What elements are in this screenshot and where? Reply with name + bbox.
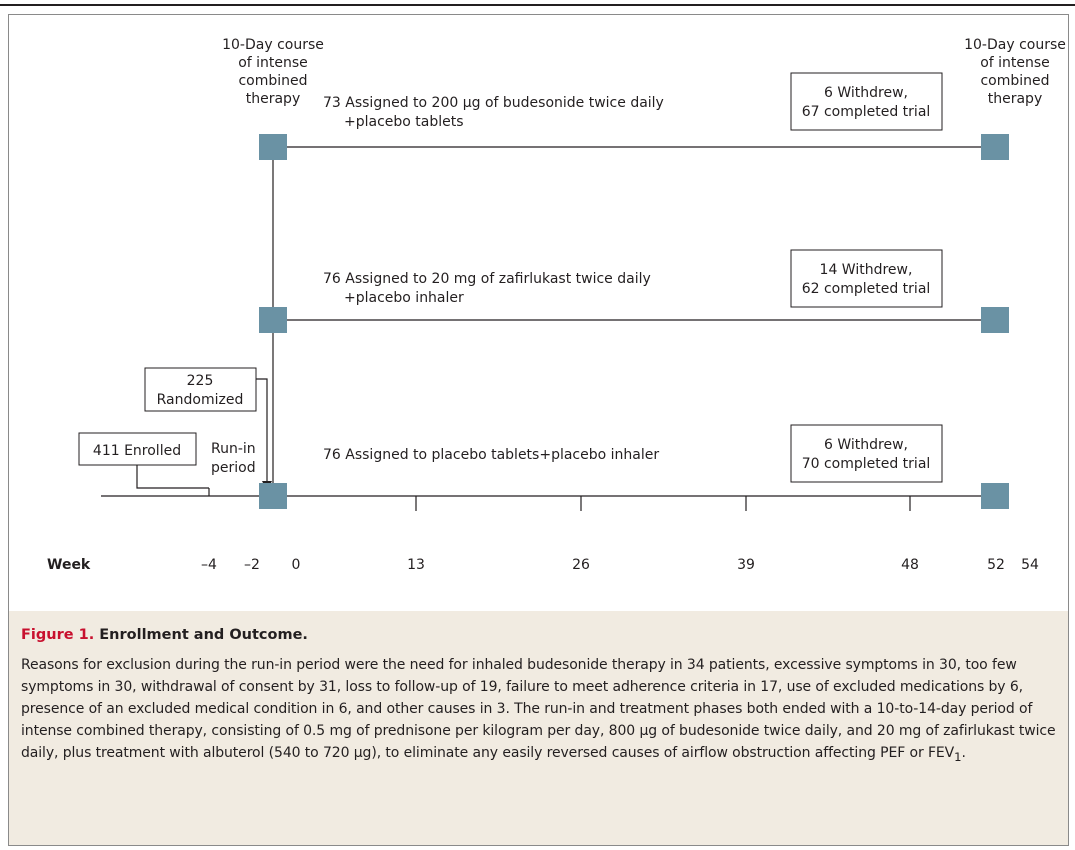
therapy-marker [981, 134, 1009, 160]
randomized-connector [256, 378, 268, 481]
enrolled-label: 411 Enrolled [93, 443, 181, 459]
randomized-label-line: 225 [187, 373, 214, 389]
flow-diagram: 10-Day course of intense combined therap… [47, 37, 1066, 573]
week-tick-label: 48 [901, 557, 919, 573]
therapy-marker [981, 483, 1009, 509]
outcome-box [790, 249, 943, 308]
week-axis-label: Week [47, 557, 91, 573]
outcome-box [790, 72, 943, 131]
course-label-left-line: therapy [246, 91, 300, 107]
therapy-marker [259, 134, 287, 160]
enrolled-box [78, 432, 197, 466]
figure-caption: Figure 1. Enrollment and Outcome. Reason… [9, 611, 1068, 845]
course-label-left: 10-Day course of intense combined therap… [222, 37, 324, 107]
caption-body-end: . [961, 745, 966, 761]
week-tick-labels: –4 –2 0 13 26 39 48 52 54 [201, 557, 1039, 573]
randomized-label-line: Randomized [157, 392, 244, 408]
arm-assignment-line: 73 Assigned to 200 µg of budesonide twic… [323, 95, 664, 111]
week-tick-label: 39 [737, 557, 755, 573]
arm-assignment-line: +placebo tablets [344, 114, 464, 130]
outcome-line: 62 completed trial [802, 281, 931, 297]
arm-assignment-line: 76 Assigned to 20 mg of zafirlukast twic… [323, 271, 651, 287]
week-tick-label: –2 [244, 557, 260, 573]
week-tick-label: 13 [407, 557, 425, 573]
caption-body: Reasons for exclusion during the run-in … [21, 654, 1056, 768]
course-label-left-line: of intense [238, 55, 308, 71]
week-tick-label: 52 [987, 557, 1005, 573]
outcome-line: 14 Withdrew, [820, 262, 913, 278]
caption-heading: Figure 1. Enrollment and Outcome. [21, 625, 1056, 645]
timeline-ticks [208, 488, 911, 511]
course-label-right-line: of intense [980, 55, 1050, 71]
runin-label-line: Run-in [211, 441, 256, 457]
therapy-marker [259, 483, 287, 509]
course-label-right-line: therapy [988, 91, 1042, 107]
caption-subscript: 1 [954, 749, 962, 764]
course-label-right-line: combined [980, 73, 1049, 89]
caption-number: Figure 1. [21, 627, 95, 643]
outcome-box [790, 424, 943, 483]
caption-body-text: Reasons for exclusion during the run-in … [21, 657, 1056, 761]
caption-title: Enrollment and Outcome. [99, 627, 308, 643]
week-tick-label: –4 [201, 557, 217, 573]
top-rule [0, 4, 1075, 6]
outcome-line: 6 Withdrew, [824, 85, 908, 101]
randomized-box [144, 367, 257, 412]
outcome-line: 6 Withdrew, [824, 437, 908, 453]
runin-label-line: period [211, 460, 256, 476]
outcome-line: 70 completed trial [802, 456, 931, 472]
enrolled-connector [136, 465, 209, 489]
therapy-marker [981, 307, 1009, 333]
arm-assignment-line: 76 Assigned to placebo tablets+placebo i… [323, 447, 659, 463]
course-label-right: 10-Day course of intense combined therap… [964, 37, 1066, 107]
therapy-markers [259, 134, 1009, 509]
course-label-left-line: combined [238, 73, 307, 89]
week-tick-label: 54 [1021, 557, 1039, 573]
arm-zafirlukast: 76 Assigned to 20 mg of zafirlukast twic… [287, 249, 981, 321]
arm-placebo: 76 Assigned to placebo tablets+placebo i… [323, 424, 943, 483]
week-tick-label: 0 [292, 557, 301, 573]
arm-assignment-line: +placebo inhaler [344, 290, 464, 306]
week-tick-label: 26 [572, 557, 590, 573]
figure-frame: 10-Day course of intense combined therap… [8, 14, 1069, 846]
course-label-right-line: 10-Day course [964, 37, 1066, 53]
therapy-marker [259, 307, 287, 333]
arm-budesonide: 73 Assigned to 200 µg of budesonide twic… [287, 72, 981, 148]
outcome-line: 67 completed trial [802, 104, 931, 120]
course-label-left-line: 10-Day course [222, 37, 324, 53]
